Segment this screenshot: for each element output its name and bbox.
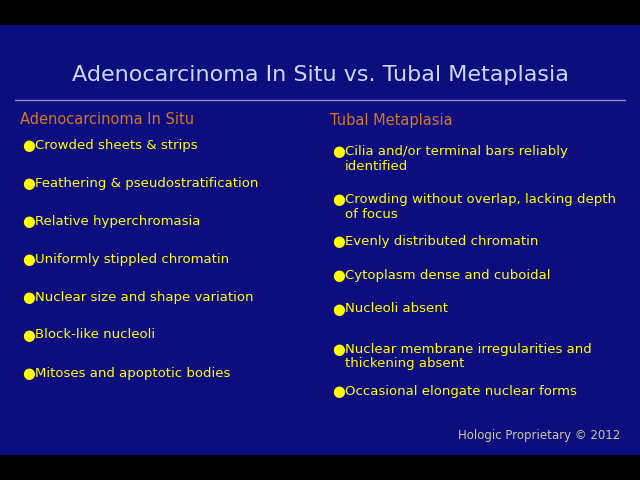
Text: ●: ● xyxy=(332,343,345,358)
Text: Nuclear size and shape variation: Nuclear size and shape variation xyxy=(35,290,253,303)
Text: ●: ● xyxy=(332,384,345,398)
Text: Feathering & pseudostratification: Feathering & pseudostratification xyxy=(35,177,259,190)
Text: ●: ● xyxy=(332,233,345,249)
Text: Occasional elongate nuclear forms: Occasional elongate nuclear forms xyxy=(345,384,577,397)
Text: Crowding without overlap, lacking depth: Crowding without overlap, lacking depth xyxy=(345,193,616,206)
Text: ●: ● xyxy=(332,192,345,207)
Text: ●: ● xyxy=(22,365,35,381)
Text: ●: ● xyxy=(22,289,35,304)
Text: Block-like nucleoli: Block-like nucleoli xyxy=(35,328,155,341)
Text: Cytoplasm dense and cuboidal: Cytoplasm dense and cuboidal xyxy=(345,268,550,281)
Text: ●: ● xyxy=(22,137,35,153)
Text: Cilia and/or terminal bars reliably: Cilia and/or terminal bars reliably xyxy=(345,145,568,158)
Text: Nuclear membrane irregularities and: Nuclear membrane irregularities and xyxy=(345,344,592,357)
Text: Evenly distributed chromatin: Evenly distributed chromatin xyxy=(345,235,538,248)
Text: Uniformly stippled chromatin: Uniformly stippled chromatin xyxy=(35,252,229,265)
Text: Mitoses and apoptotic bodies: Mitoses and apoptotic bodies xyxy=(35,367,230,380)
Text: Adenocarcinoma In Situ: Adenocarcinoma In Situ xyxy=(20,112,194,128)
Text: thickening absent: thickening absent xyxy=(345,358,465,371)
Text: ●: ● xyxy=(332,301,345,316)
Text: Tubal Metaplasia: Tubal Metaplasia xyxy=(330,112,452,128)
Text: identified: identified xyxy=(345,159,408,172)
Text: of focus: of focus xyxy=(345,207,397,220)
Text: ●: ● xyxy=(332,267,345,283)
Text: ●: ● xyxy=(22,176,35,191)
Text: ●: ● xyxy=(22,214,35,228)
Text: Adenocarcinoma In Situ vs. Tubal Metaplasia: Adenocarcinoma In Situ vs. Tubal Metapla… xyxy=(72,65,568,85)
Text: Relative hyperchromasia: Relative hyperchromasia xyxy=(35,215,200,228)
Text: ●: ● xyxy=(22,252,35,266)
Bar xyxy=(0,25,640,455)
Text: ●: ● xyxy=(332,144,345,159)
Text: Crowded sheets & strips: Crowded sheets & strips xyxy=(35,139,198,152)
Text: Nucleoli absent: Nucleoli absent xyxy=(345,302,448,315)
Text: ●: ● xyxy=(22,327,35,343)
Text: Hologic Proprietary © 2012: Hologic Proprietary © 2012 xyxy=(458,429,620,442)
